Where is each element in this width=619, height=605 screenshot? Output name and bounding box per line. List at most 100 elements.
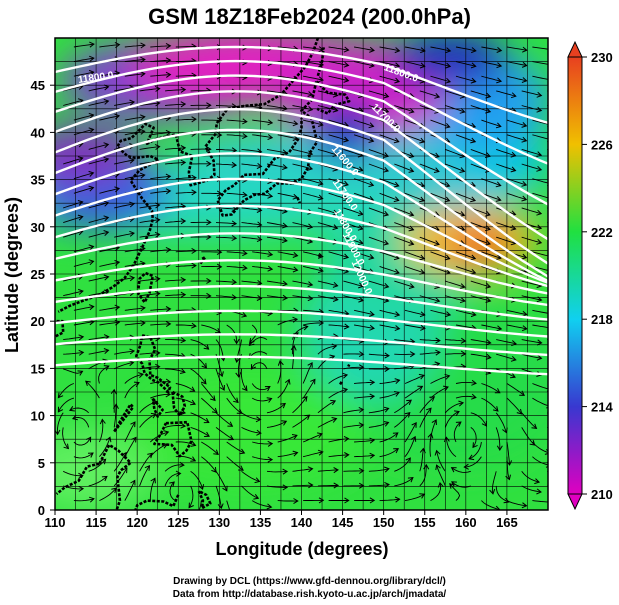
- streamline: [277, 318, 298, 326]
- streamline-arrow: [383, 166, 390, 173]
- streamline-arrow: [419, 447, 426, 454]
- streamline-arrow: [227, 421, 234, 427]
- streamline-arrow: [470, 62, 477, 69]
- streamline: [248, 351, 268, 359]
- streamline-arrow: [521, 195, 528, 202]
- streamline: [506, 397, 523, 415]
- streamline: [215, 295, 237, 299]
- colorbar-tick-label: 230: [591, 50, 613, 65]
- streamline-arrow: [536, 106, 543, 113]
- streamline: [547, 236, 548, 238]
- streamline-arrow: [536, 488, 542, 495]
- streamline: [379, 134, 399, 143]
- streamline-arrow: [417, 385, 424, 391]
- streamline: [328, 438, 349, 443]
- streamline-arrow: [154, 202, 161, 209]
- streamline-arrow: [256, 295, 263, 301]
- streamline: [201, 324, 221, 334]
- streamline-arrow: [282, 294, 288, 301]
- streamline: [368, 407, 389, 414]
- streamline: [226, 324, 238, 344]
- y-axis-label: Latitude (degrees): [2, 197, 22, 353]
- height-contour: [55, 74, 548, 206]
- streamline-arrow: [267, 119, 274, 126]
- streamline: [481, 46, 502, 52]
- streamline: [88, 216, 109, 224]
- streamline-arrow: [292, 252, 299, 258]
- streamline-arrow: [531, 423, 538, 429]
- streamline: [547, 163, 548, 165]
- streamline: [470, 427, 477, 448]
- streamline: [165, 339, 186, 342]
- streamline-arrow: [190, 456, 197, 462]
- streamline-arrow: [239, 448, 246, 455]
- streamline: [88, 231, 109, 238]
- streamline: [394, 236, 414, 245]
- streamline-arrow: [485, 353, 492, 360]
- streamline: [328, 388, 348, 399]
- streamline-arrow: [444, 196, 451, 203]
- streamline-arrow: [451, 481, 457, 487]
- streamline: [124, 116, 145, 121]
- streamline: [241, 163, 262, 167]
- streamline-arrow: [419, 254, 426, 261]
- streamline-arrow: [78, 349, 85, 356]
- streamline: [88, 143, 109, 150]
- streamline-arrow: [201, 362, 207, 369]
- streamline-arrow: [154, 143, 161, 150]
- streamline: [302, 322, 324, 326]
- streamline: [88, 349, 109, 355]
- streamline-arrow: [489, 488, 496, 495]
- streamline: [532, 119, 548, 125]
- streamline-arrow: [384, 481, 390, 488]
- height-contour: [55, 45, 548, 125]
- streamline: [150, 74, 171, 77]
- y-tick-label: 5: [38, 456, 45, 471]
- streamline: [292, 396, 308, 414]
- streamline-arrow: [406, 399, 412, 405]
- streamline: [343, 222, 363, 230]
- streamline: [317, 345, 337, 355]
- streamline: [251, 397, 272, 402]
- streamline-arrow: [267, 440, 274, 447]
- streamline-arrow: [242, 118, 248, 125]
- streamline: [73, 452, 94, 459]
- streamline-arrow: [318, 319, 325, 326]
- streamline-arrow: [343, 195, 349, 202]
- coastline: [338, 380, 343, 386]
- streamline: [547, 339, 548, 341]
- streamline-arrow: [63, 443, 70, 450]
- streamline: [215, 236, 237, 239]
- streamline-arrow: [536, 151, 543, 158]
- streamline: [292, 468, 313, 472]
- streamline-arrow: [505, 474, 511, 481]
- streamline: [99, 115, 120, 121]
- streamline: [63, 157, 83, 165]
- streamline-arrow: [144, 465, 151, 471]
- streamline: [85, 380, 100, 399]
- streamline: [139, 452, 153, 472]
- streamline: [63, 216, 83, 224]
- streamline: [98, 365, 110, 384]
- streamline: [226, 119, 247, 123]
- height-contour: [55, 107, 548, 265]
- streamline: [532, 178, 548, 184]
- colorbar-tick-label: 218: [591, 312, 613, 327]
- streamline: [379, 265, 400, 274]
- streamline: [368, 163, 389, 172]
- streamline-arrow: [485, 239, 491, 246]
- streamline-arrow: [434, 449, 441, 456]
- streamline-arrow: [165, 57, 172, 64]
- streamline: [215, 412, 233, 427]
- streamline: [354, 61, 374, 67]
- streamline-arrow: [129, 230, 135, 237]
- streamline: [430, 46, 451, 52]
- streamline: [165, 220, 186, 224]
- streamline: [266, 420, 287, 428]
- streamline-arrow: [85, 436, 92, 443]
- streamline-arrow: [383, 421, 390, 427]
- streamline-arrow: [129, 99, 136, 106]
- streamline: [328, 61, 349, 66]
- streamline: [445, 105, 465, 113]
- streamline-arrow: [510, 355, 517, 362]
